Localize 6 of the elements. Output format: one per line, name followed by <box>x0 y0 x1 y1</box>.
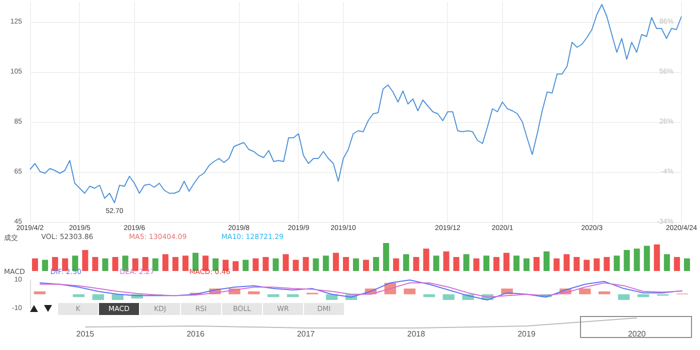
x-tick-label: 2019 <box>518 330 536 338</box>
x-tick-label: 2017 <box>296 330 316 338</box>
x-tick-label: 2020 <box>628 330 646 338</box>
x-tick-label: 2015 <box>76 330 95 338</box>
x-tick-label: 2016 <box>186 330 205 338</box>
x-tick-label: 2018 <box>407 330 426 338</box>
